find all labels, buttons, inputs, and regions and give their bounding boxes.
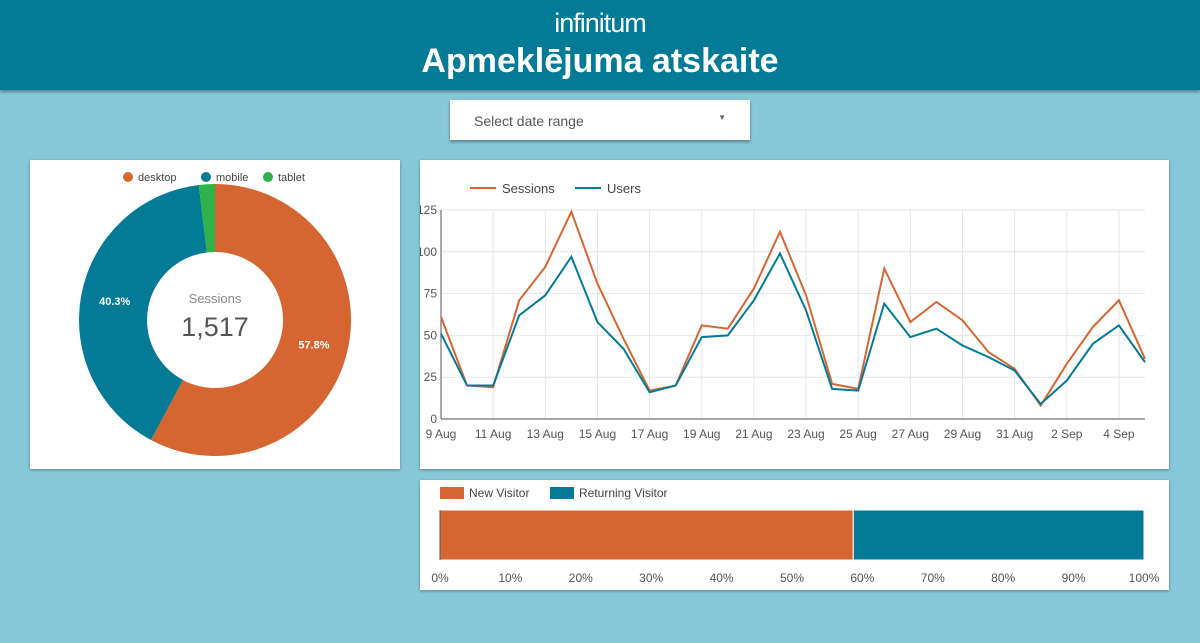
page-title: Apmeklējuma atskaite xyxy=(421,42,779,80)
x-tick-label: 27 Aug xyxy=(892,427,929,441)
sessions-line-card: 0 25 50 75 100 125 9 Aug 11 Aug 13 Aug 15 Aug 17 A… xyxy=(417,160,1169,469)
legend-dot-mobile xyxy=(201,172,211,182)
x-tick-label: 15 Aug xyxy=(579,427,616,441)
x-tick-label: 11 Aug xyxy=(475,427,511,441)
x-tick-label: 10% xyxy=(498,571,522,585)
dropdown-arrow-icon: ▼ xyxy=(718,113,726,122)
legend-label-users: Users xyxy=(607,181,641,196)
legend-label: Returning Visitor xyxy=(579,486,668,500)
donut-slice-desktop xyxy=(150,184,351,456)
legend-label-tablet: tablet xyxy=(278,172,305,184)
slice-label-mobile: 40.3% xyxy=(99,296,130,308)
x-tick-label: 40% xyxy=(710,571,734,585)
x-tick-label: 50% xyxy=(780,571,804,585)
y-tick-label: 100 xyxy=(420,245,437,259)
x-tick-label: 20% xyxy=(569,571,593,585)
donut-slice-tablet xyxy=(198,184,215,253)
bar-segment xyxy=(852,509,1145,561)
x-tick-label: 17 Aug xyxy=(631,427,668,441)
legend-label: New Visitor xyxy=(469,486,529,500)
visitor-bar-chart: New Visitor Returning Visitor 0% 10% 20% 30% 4… xyxy=(431,486,1160,585)
visitor-bar-card: New Visitor Returning Visitor 0% 10% 20% 30% 4… xyxy=(420,480,1169,590)
date-range-select[interactable]: Select date range ▼ xyxy=(450,100,750,140)
x-tick-label: 90% xyxy=(1062,571,1086,585)
slice-label-desktop: 57.8% xyxy=(298,340,329,352)
device-donut-chart: desktop mobile tablet 57.8% 40.3% Sessions 1,5… xyxy=(79,172,351,456)
legend-label-mobile: mobile xyxy=(216,172,248,184)
y-tick-label: 25 xyxy=(424,370,438,384)
legend-swatch xyxy=(550,487,574,499)
y-tick-label: 50 xyxy=(424,328,438,342)
logo: infinitum xyxy=(554,8,647,38)
legend-dot-tablet xyxy=(263,172,273,182)
center-value: 1,517 xyxy=(181,312,249,342)
bar-segment xyxy=(439,509,854,561)
x-tick-label: 100% xyxy=(1129,571,1160,585)
y-tick-label: 0 xyxy=(430,412,437,426)
y-tick-label: 125 xyxy=(420,203,437,217)
x-tick-label: 70% xyxy=(921,571,945,585)
x-tick-label: 80% xyxy=(991,571,1015,585)
legend-label-desktop: desktop xyxy=(138,172,177,184)
x-tick-label: 60% xyxy=(850,571,874,585)
x-tick-label: 29 Aug xyxy=(944,427,981,441)
legend-label-sessions: Sessions xyxy=(502,181,555,196)
legend-dot-desktop xyxy=(123,172,133,182)
x-tick-label: 23 Aug xyxy=(787,427,824,441)
y-tick-label: 75 xyxy=(424,287,438,301)
sessions-line-chart: 0 25 50 75 100 125 9 Aug 11 Aug 13 Aug 15 Aug 17 A… xyxy=(417,181,1146,441)
series-line-users xyxy=(440,251,1146,406)
x-tick-label: 4 Sep xyxy=(1103,427,1135,441)
date-range-label: Select date range xyxy=(474,113,584,129)
x-tick-label: 25 Aug xyxy=(839,427,876,441)
header: infinitum Apmeklējuma atskaite xyxy=(0,0,1200,90)
legend-swatch xyxy=(440,487,464,499)
x-tick-label: 2 Sep xyxy=(1051,427,1083,441)
device-donut-card: desktop mobile tablet 57.8% 40.3% Sessions 1,5… xyxy=(30,160,400,469)
x-tick-label: 30% xyxy=(639,571,663,585)
x-tick-label: 9 Aug xyxy=(426,427,457,441)
donut-slice-mobile xyxy=(79,184,207,440)
x-tick-label: 21 Aug xyxy=(735,427,772,441)
x-tick-label: 0% xyxy=(431,571,449,585)
x-tick-label: 31 Aug xyxy=(996,427,1033,441)
series-line-sessions xyxy=(440,209,1146,408)
x-tick-label: 13 Aug xyxy=(527,427,564,441)
center-label: Sessions xyxy=(189,291,242,306)
x-tick-label: 19 Aug xyxy=(683,427,720,441)
